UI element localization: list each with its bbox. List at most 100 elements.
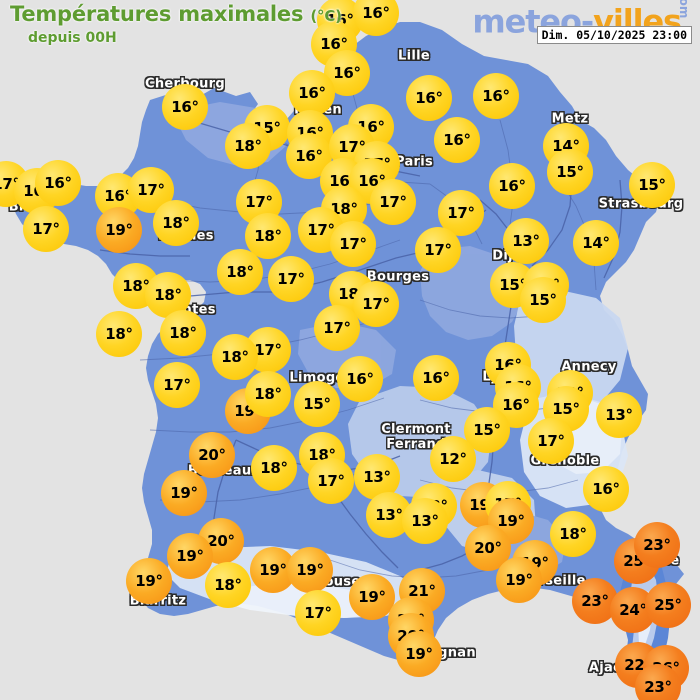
temperature-marker: 17° [154, 362, 200, 408]
title-text: Températures maximales [10, 2, 304, 26]
temperature-value: 15° [473, 420, 501, 439]
temperature-marker: 19° [287, 547, 333, 593]
temperature-marker: 20° [189, 432, 235, 478]
temperature-marker: 15° [520, 277, 566, 323]
temperature-value: 16° [295, 146, 323, 165]
temperature-marker: 15° [464, 407, 510, 453]
temperature-marker: 23° [634, 522, 680, 568]
temperature-value: 16° [346, 369, 374, 388]
temperature-marker: 18° [225, 123, 271, 169]
temperature-value: 16° [333, 63, 361, 82]
temperature-value: 13° [605, 405, 633, 424]
temperature-value: 18° [254, 384, 282, 403]
temperature-value: 16° [592, 479, 620, 498]
temperature-marker: 19° [167, 533, 213, 579]
temperature-value: 15° [303, 394, 331, 413]
temperature-value: 19° [296, 560, 324, 579]
temperature-marker: 16° [162, 84, 208, 130]
temperature-marker: 19° [396, 631, 442, 677]
temperature-marker: 17° [128, 167, 174, 213]
temperature-value: 17° [32, 219, 60, 238]
temperature-value: 23° [643, 535, 671, 554]
temperature-value: 19° [105, 220, 133, 239]
temperature-value: 17° [254, 340, 282, 359]
temperature-value: 16° [320, 34, 348, 53]
temperature-value: 18° [122, 276, 150, 295]
timestamp-badge: Dim. 05/10/2025 23:00 [536, 26, 692, 44]
temperature-value: 20° [198, 445, 226, 464]
temperature-value: 17° [277, 269, 305, 288]
temperature-marker: 18° [251, 445, 297, 491]
temperature-marker: 17° [330, 221, 376, 267]
temperature-value: 16° [443, 130, 471, 149]
temperature-value: 19° [176, 546, 204, 565]
temperature-value: 19° [405, 644, 433, 663]
temperature-value: 17° [137, 180, 165, 199]
temperature-marker: 16° [583, 466, 629, 512]
temperature-value: 16° [482, 86, 510, 105]
temperature-marker: 16° [489, 163, 535, 209]
temperature-value: 17° [537, 431, 565, 450]
temperature-value: 12° [439, 449, 467, 468]
temperature-value: 21° [408, 581, 436, 600]
temperature-marker: 14° [573, 220, 619, 266]
temperature-marker: 13° [402, 498, 448, 544]
temperature-value: 18° [169, 323, 197, 342]
temperature-value: 18° [559, 524, 587, 543]
temperature-value: 23° [581, 591, 609, 610]
temperature-value: 17° [245, 192, 273, 211]
temperature-marker: 13° [596, 392, 642, 438]
temperature-marker: 18° [153, 200, 199, 246]
temperature-marker: 16° [353, 0, 399, 36]
temperature-marker: 17° [268, 256, 314, 302]
temperature-marker: 16° [473, 73, 519, 119]
temperature-value: 16° [104, 186, 132, 205]
temperature-value: 18° [105, 324, 133, 343]
logo-tld-part: .com [677, 0, 691, 19]
temperature-marker: 13° [354, 454, 400, 500]
temperature-value: 13° [512, 231, 540, 250]
temperature-marker: 16° [35, 160, 81, 206]
temperature-value: 19° [505, 570, 533, 589]
temperature-value: 15° [529, 290, 557, 309]
temperature-marker: 17° [528, 418, 574, 464]
temperature-value: 15° [499, 275, 527, 294]
temperature-marker: 17° [23, 206, 69, 252]
temperature-marker: 17° [353, 281, 399, 327]
temperature-marker: 15° [294, 381, 340, 427]
temperature-marker: 15° [629, 162, 675, 208]
temperature-value: 15° [638, 175, 666, 194]
temperature-marker: 17° [295, 590, 341, 636]
temperature-value: 17° [317, 471, 345, 490]
temperature-value: 19° [135, 571, 163, 590]
temperature-marker: 19° [161, 470, 207, 516]
temperature-value: 17° [379, 192, 407, 211]
temperature-value: 13° [363, 467, 391, 486]
temperature-marker: 12° [430, 436, 476, 482]
temperature-value: 17° [362, 294, 390, 313]
temperature-marker: 18° [205, 562, 251, 608]
temperature-marker: 18° [160, 310, 206, 356]
temperature-value: 16° [498, 176, 526, 195]
temperature-value: 18° [234, 136, 262, 155]
temperature-marker: 18° [245, 213, 291, 259]
temperature-value: 16° [422, 368, 450, 387]
temperature-marker: 19° [126, 558, 172, 604]
temperature-marker: 18° [217, 249, 263, 295]
temperature-value: 17° [304, 603, 332, 622]
temperature-value: 14° [582, 233, 610, 252]
temperature-value: 18° [221, 347, 249, 366]
temperature-value: 15° [552, 399, 580, 418]
temperature-value: 18° [254, 226, 282, 245]
page-subtitle: depuis 00H [28, 30, 117, 46]
temperature-value: 19° [358, 587, 386, 606]
temperature-value: 18° [154, 285, 182, 304]
temperature-marker: 16° [406, 75, 452, 121]
temperature-marker: 16° [434, 117, 480, 163]
temperature-marker: 18° [550, 511, 596, 557]
temperature-value: 16° [44, 173, 72, 192]
temperature-marker: 17° [415, 227, 461, 273]
title-unit: (°C) [310, 7, 342, 25]
temperature-value: 24° [619, 600, 647, 619]
